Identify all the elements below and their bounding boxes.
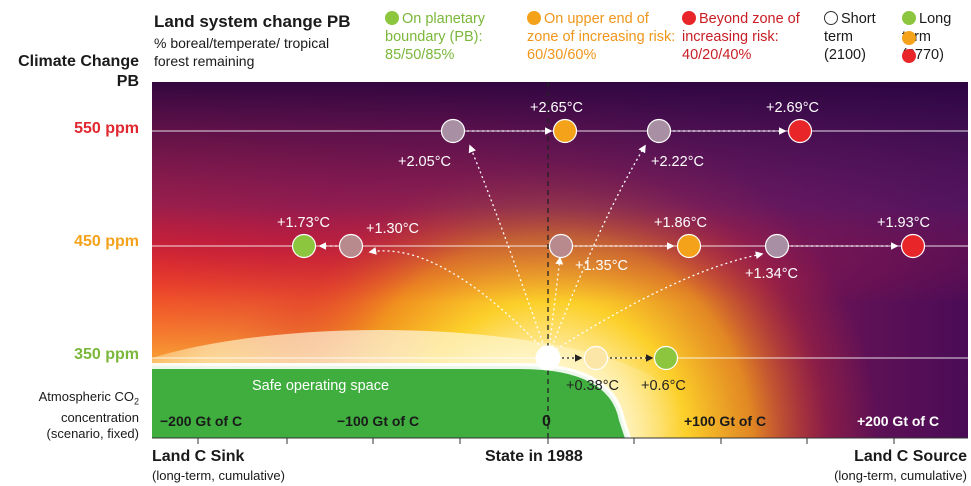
temp-label: +1.93°C (877, 215, 930, 231)
point-450-long-source (900, 233, 926, 259)
legend-long-term: Long term (2770) (902, 10, 970, 64)
land-c-source-sub: (long-term, cumulative) (834, 468, 967, 483)
safe-operating-space (152, 366, 628, 438)
legend-short-term: Short term (2100) (824, 11, 876, 63)
legend-upper: On upper end of zone of increasing risk:… (527, 11, 676, 63)
orange-dot-icon (902, 30, 919, 48)
temp-label: +1.34°C (745, 266, 798, 282)
temp-label: +2.05°C (398, 154, 451, 170)
white-dot-icon (824, 11, 838, 25)
point-550-short-sink (440, 118, 466, 144)
point-450-long-sink (291, 233, 317, 259)
point-1988-state (535, 345, 561, 371)
climate-pb-title: Climate Change PB (18, 53, 139, 90)
land-c-sink-title: Land C Sink (152, 448, 245, 465)
green-dot-icon (902, 11, 916, 25)
temp-label: +1.30°C (366, 221, 419, 237)
temp-label: +1.86°C (654, 215, 707, 231)
legend-beyond: Beyond zone of increasing risk: 40/20/40… (682, 11, 800, 63)
land-c-source-title: Land C Source (854, 448, 967, 465)
temp-label: +0.6°C (641, 378, 686, 394)
temp-label: +0.38°C (566, 378, 619, 394)
temp-label: +2.69°C (766, 100, 819, 116)
orange-dot-icon (527, 11, 541, 25)
point-550-short-source (646, 118, 672, 144)
land-c-sink-sub: (long-term, cumulative) (152, 468, 285, 483)
green-dot-icon (385, 11, 399, 25)
tick-label: −100 Gt of C (337, 413, 419, 429)
red-dot-icon (902, 48, 919, 66)
safe-space-label: Safe operating space (252, 378, 389, 394)
red-dot-icon (682, 11, 696, 25)
tick-label: +200 Gt of C (857, 413, 939, 429)
temp-label: +1.73°C (277, 215, 330, 231)
legend-on-pb: On planetary boundary (PB): 85/50/85% (385, 11, 486, 63)
tick-label: −200 Gt of C (160, 413, 242, 429)
temp-label: +2.22°C (651, 154, 704, 170)
tick-label: 0 (542, 413, 551, 430)
ppm-550: 550 ppm (74, 120, 139, 137)
tick-label: +100 Gt of C (684, 413, 766, 429)
point-350-short (583, 345, 609, 371)
point-450-long-small (676, 233, 702, 259)
point-450-short-sink (338, 233, 364, 259)
ppm-350: 350 ppm (74, 346, 139, 363)
header-title: Land system change PB (154, 12, 351, 31)
point-550-long-sink (552, 118, 578, 144)
ppm-450: 450 ppm (74, 233, 139, 250)
point-350-long (653, 345, 679, 371)
state-1988-title: State in 1988 (485, 448, 583, 465)
point-450-short-source (764, 233, 790, 259)
point-450-short-small (548, 233, 574, 259)
point-550-long-source (787, 118, 813, 144)
temp-label: +2.65°C (530, 100, 583, 116)
co2-footnote: Atmospheric CO2 concentration (scenario,… (38, 389, 139, 441)
temp-label: +1.35°C (575, 258, 628, 274)
header-subtitle: % boreal/temperate/ tropical forest rema… (154, 35, 330, 69)
